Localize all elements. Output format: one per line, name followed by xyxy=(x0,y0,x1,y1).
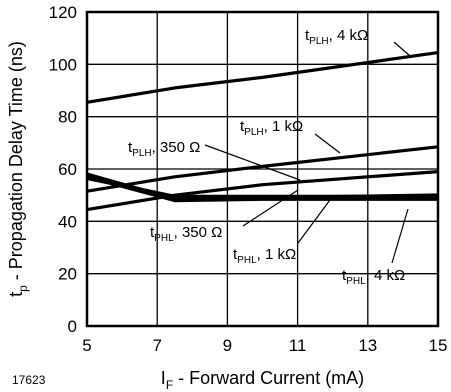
x-tick-label: 13 xyxy=(358,336,377,355)
series-line xyxy=(86,170,439,212)
grid-lines xyxy=(87,12,438,326)
annotation-leader xyxy=(204,144,301,181)
annotation-leader xyxy=(391,208,409,264)
tick-labels: 5 7 9 11 13 15 0 20 40 60 80 100 120 xyxy=(49,3,448,355)
series-annotation: tPLH, 350 Ω xyxy=(128,139,200,159)
annotation-leader xyxy=(314,133,341,154)
x-axis-title: IF - Forward Current (mA) xyxy=(161,368,364,392)
annotation-leader xyxy=(297,199,331,244)
y-tick-label: 60 xyxy=(58,160,77,179)
y-tick-label: 40 xyxy=(58,212,77,231)
y-tick-label: 0 xyxy=(68,317,77,336)
series-line xyxy=(86,145,439,193)
plot-frame xyxy=(85,10,440,328)
series-annotation: tPHL, 4 kΩ xyxy=(342,267,405,287)
series-annotation: tPLH, 4 kΩ xyxy=(305,27,368,47)
x-tick-label: 7 xyxy=(152,336,161,355)
series-annotation: tPHL, 350 Ω xyxy=(150,224,222,244)
series-annotation: tPHL, 1 kΩ xyxy=(233,246,296,266)
x-tick-label: 9 xyxy=(223,336,232,355)
annotation-leader xyxy=(242,189,299,227)
series-annotation: tPLH, 1 kΩ xyxy=(240,118,303,138)
figure-number: 17623 xyxy=(12,373,46,387)
y-axis-title: tp - Propagation Delay Time (ns) xyxy=(6,41,30,297)
series-lines xyxy=(86,51,439,212)
annotation-leaders xyxy=(204,41,411,264)
series-line xyxy=(86,51,439,104)
annotation-leader xyxy=(393,41,411,57)
y-tick-label: 20 xyxy=(58,265,77,284)
x-tick-label: 5 xyxy=(82,336,91,355)
y-tick-label: 120 xyxy=(49,3,77,22)
series-line xyxy=(86,175,438,203)
annotation-labels: tPLH, 4 kΩ tPLH, 1 kΩ tPLH, 350 Ω tPHL, 350… xyxy=(128,27,405,287)
y-tick-label: 80 xyxy=(58,108,77,127)
y-tick-label: 100 xyxy=(49,55,77,74)
x-tick-label: 15 xyxy=(429,336,448,355)
x-tick-label: 11 xyxy=(289,336,307,355)
